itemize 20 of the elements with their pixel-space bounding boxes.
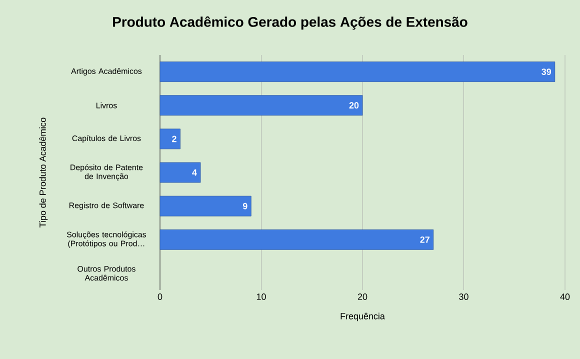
- x-tick-label: 40: [560, 294, 570, 300]
- y-axis-title: Tipo de Produto Acadêmico: [39, 118, 48, 228]
- data-label: 4: [192, 169, 197, 176]
- data-label: 20: [349, 102, 359, 109]
- bar: [160, 229, 434, 250]
- chart-title: Produto Acadêmico Gerado pelas Ações de Extensão: [113, 16, 468, 30]
- data-label: 9: [242, 202, 248, 210]
- data-label: 39: [542, 68, 552, 75]
- data-label: 2: [172, 136, 176, 142]
- data-label: 27: [420, 236, 430, 243]
- bar: [160, 62, 556, 82]
- x-tick-label: 20: [358, 294, 368, 300]
- x-tick-label: 10: [256, 294, 266, 300]
- x-tick-label: 30: [459, 294, 468, 300]
- x-tick-label: 0: [158, 294, 162, 300]
- bar: [160, 196, 252, 216]
- x-axis-title: Frequência: [340, 312, 385, 322]
- bar: [160, 95, 363, 116]
- bar: [160, 162, 201, 183]
- bar: [160, 128, 180, 150]
